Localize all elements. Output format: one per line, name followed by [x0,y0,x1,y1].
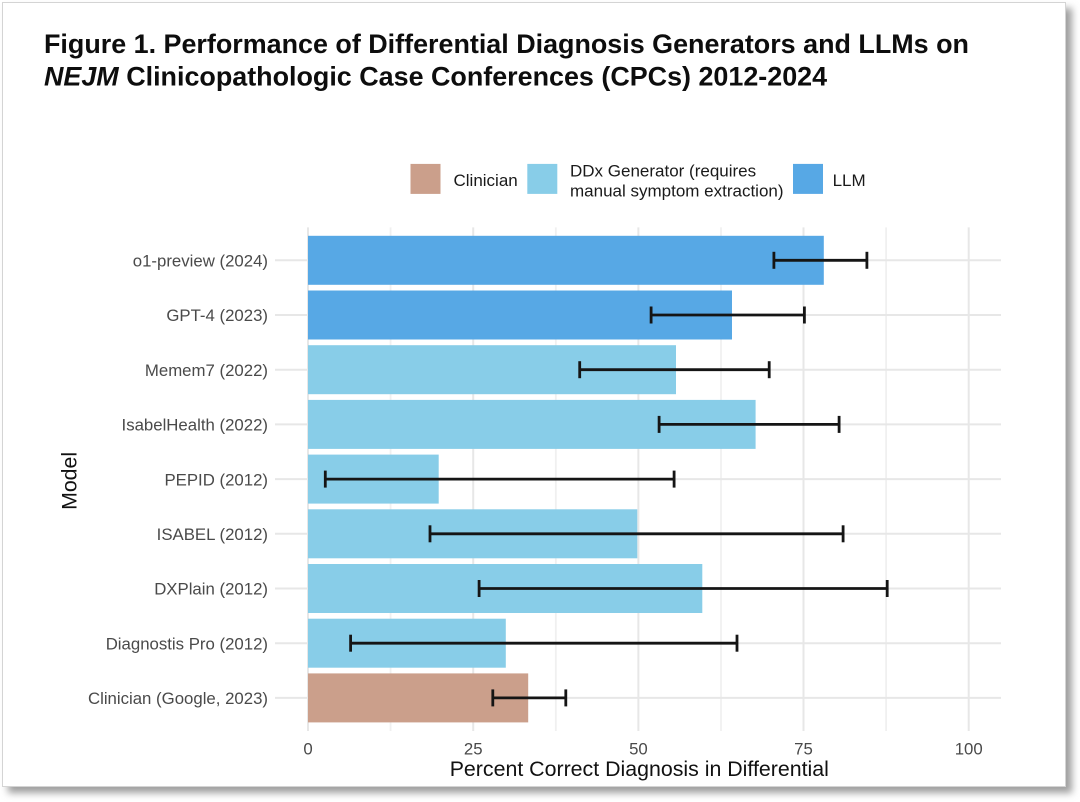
svg-text:0: 0 [303,739,312,758]
svg-text:DXPlain (2012): DXPlain (2012) [154,580,268,599]
svg-text:Figure 1. Performance of Diffe: Figure 1. Performance of Differential Di… [44,29,969,59]
svg-text:Diagnostis Pro (2012): Diagnostis Pro (2012) [106,634,268,653]
svg-text:50: 50 [629,739,648,758]
svg-text:25: 25 [464,739,483,758]
svg-text:75: 75 [794,739,813,758]
svg-text:manual symptom extraction): manual symptom extraction) [570,181,784,200]
svg-text:ISABEL (2012): ISABEL (2012) [157,525,268,544]
svg-text:LLM: LLM [833,171,866,190]
svg-text:NEJM Clinicopathologic Case Co: NEJM Clinicopathologic Case Conferences … [44,61,827,91]
svg-text:PEPID (2012): PEPID (2012) [164,470,268,489]
svg-text:GPT-4 (2023): GPT-4 (2023) [166,306,268,325]
svg-text:Clinician (Google, 2023): Clinician (Google, 2023) [88,689,268,708]
svg-text:DDx Generator (requires: DDx Generator (requires [570,161,756,180]
svg-text:Memem7 (2022): Memem7 (2022) [145,361,268,380]
svg-text:IsabelHealth (2022): IsabelHealth (2022) [122,416,268,435]
svg-text:Percent Correct Diagnosis in D: Percent Correct Diagnosis in Differentia… [450,757,829,781]
svg-text:100: 100 [955,739,983,758]
svg-text:Clinician: Clinician [454,171,518,190]
svg-text:o1-preview (2024): o1-preview (2024) [133,252,268,271]
svg-text:Model: Model [58,452,82,510]
